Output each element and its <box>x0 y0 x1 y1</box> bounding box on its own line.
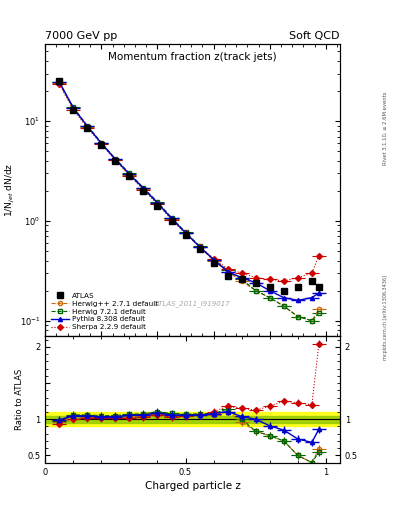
Text: Rivet 3.1.10, ≥ 2.6M events: Rivet 3.1.10, ≥ 2.6M events <box>383 91 388 165</box>
Text: Momentum fraction z(track jets): Momentum fraction z(track jets) <box>108 52 277 62</box>
Text: ATLAS_2011_I919017: ATLAS_2011_I919017 <box>155 300 230 307</box>
Legend: ATLAS, Herwig++ 2.7.1 default, Herwig 7.2.1 default, Pythia 8.308 default, Sherp: ATLAS, Herwig++ 2.7.1 default, Herwig 7.… <box>49 291 160 332</box>
Bar <box>45 416 340 423</box>
Text: 7000 GeV pp: 7000 GeV pp <box>45 31 118 41</box>
Text: Soft QCD: Soft QCD <box>290 31 340 41</box>
Bar <box>45 412 340 426</box>
X-axis label: Charged particle z: Charged particle z <box>145 481 241 492</box>
Y-axis label: 1/N$_{jet}$ dN/dz: 1/N$_{jet}$ dN/dz <box>4 163 17 217</box>
Y-axis label: Ratio to ATLAS: Ratio to ATLAS <box>15 369 24 431</box>
Text: mcplots.cern.ch [arXiv:1306.3436]: mcplots.cern.ch [arXiv:1306.3436] <box>383 275 388 360</box>
